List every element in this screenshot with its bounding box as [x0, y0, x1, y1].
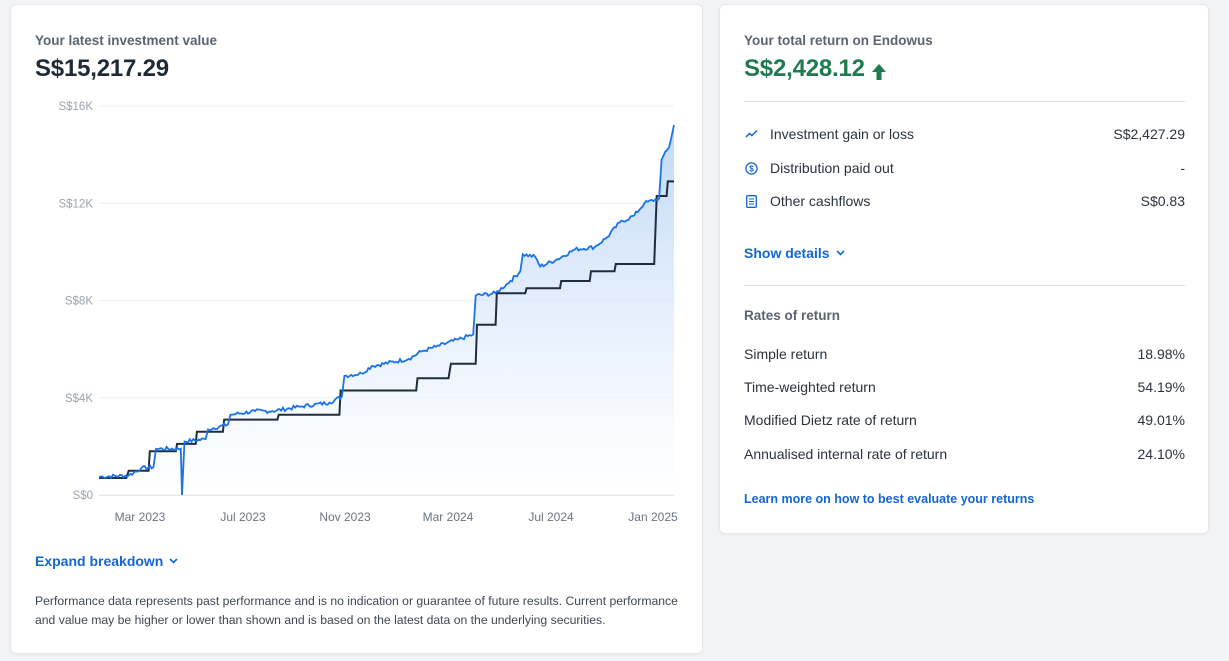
y-tick-label: S$4K [65, 393, 93, 405]
x-tick-label: Jul 2023 [220, 510, 266, 524]
investment-chart[interactable]: S$16K S$12K S$8K S$4K S$0 Mar 2023 Jul 2023 No… [11, 5, 704, 535]
rate-row-time-weighted: Time-weighted return 54.19% [744, 377, 1185, 397]
return-item-other-cashflows: Other cashflows S$0.83 [744, 191, 1185, 211]
chart-lines [98, 124, 675, 496]
rate-label: Time-weighted return [744, 379, 876, 395]
y-tick-label: S$0 [73, 490, 93, 502]
investment-value-label: Your latest investment value [35, 33, 218, 48]
rate-row-modified-dietz: Modified Dietz rate of return 49.01% [744, 410, 1185, 430]
investment-value-line [98, 124, 675, 496]
x-tick-label: Nov 2023 [319, 510, 371, 524]
trending-up-icon [744, 127, 758, 141]
return-item-value: S$2,427.29 [1113, 126, 1185, 142]
investment-value-card: Your latest investment value S$15,217.29… [10, 4, 703, 654]
return-item-label: Investment gain or loss [770, 126, 914, 142]
learn-more-link[interactable]: Learn more on how to best evaluate your … [744, 492, 1035, 506]
total-return-value: S$2,428.12 [744, 55, 887, 83]
return-item-value: S$0.83 [1140, 193, 1185, 209]
total-return-amount: S$2,428.12 [744, 55, 865, 82]
y-tick-label: S$16K [58, 101, 93, 113]
x-tick-label: Mar 2023 [115, 510, 166, 524]
expand-breakdown-button[interactable]: Expand breakdown [35, 553, 178, 569]
chevron-down-icon [836, 248, 845, 259]
rate-label: Modified Dietz rate of return [744, 412, 917, 428]
rate-label: Annualised internal rate of return [744, 446, 948, 462]
expand-breakdown-label: Expand breakdown [35, 553, 164, 569]
x-axis-labels: Mar 2023 Jul 2023 Nov 2023 Mar 2024 Jul 2024… [115, 510, 678, 524]
show-details-label: Show details [744, 245, 830, 261]
total-return-card: Your total return on Endowus S$2,428.12 … [719, 4, 1209, 534]
rate-row-annualised-irr: Annualised internal rate of return 24.10… [744, 444, 1185, 464]
rate-value: 49.01% [1137, 412, 1185, 428]
return-item-value: - [1180, 160, 1185, 176]
svg-text:$: $ [749, 164, 754, 173]
rate-value: 24.10% [1137, 446, 1185, 462]
x-tick-label: Jul 2024 [528, 510, 574, 524]
x-tick-label: Jan 2025 [628, 510, 678, 524]
total-return-label: Your total return on Endowus [744, 33, 933, 48]
rates-of-return-title: Rates of return [744, 308, 841, 323]
rate-value: 18.98% [1137, 346, 1185, 362]
rate-row-simple: Simple return 18.98% [744, 344, 1185, 364]
performance-disclaimer: Performance data represents past perform… [35, 594, 678, 627]
y-axis-labels: S$16K S$12K S$8K S$4K S$0 [58, 101, 93, 502]
dollar-circle-icon: $ [744, 161, 758, 175]
arrow-up-icon [871, 60, 887, 80]
x-tick-label: Mar 2024 [423, 510, 474, 524]
list-doc-icon [744, 194, 758, 208]
net-invested-line [99, 180, 674, 479]
divider [744, 101, 1185, 102]
return-item-label: Other cashflows [770, 193, 871, 209]
divider [744, 285, 1185, 286]
investment-value-amount: S$15,217.29 [35, 55, 169, 82]
chevron-down-icon [169, 556, 178, 567]
y-tick-label: S$8K [65, 296, 93, 308]
value-area-fill [99, 125, 674, 495]
show-details-button[interactable]: Show details [744, 245, 845, 261]
y-tick-label: S$12K [58, 198, 93, 210]
return-item-label: Distribution paid out [770, 160, 894, 176]
rate-label: Simple return [744, 346, 828, 362]
return-item-distribution: $ Distribution paid out - [744, 158, 1185, 178]
rate-value: 54.19% [1137, 379, 1185, 395]
return-item-investment-gain: Investment gain or loss S$2,427.29 [744, 124, 1185, 144]
